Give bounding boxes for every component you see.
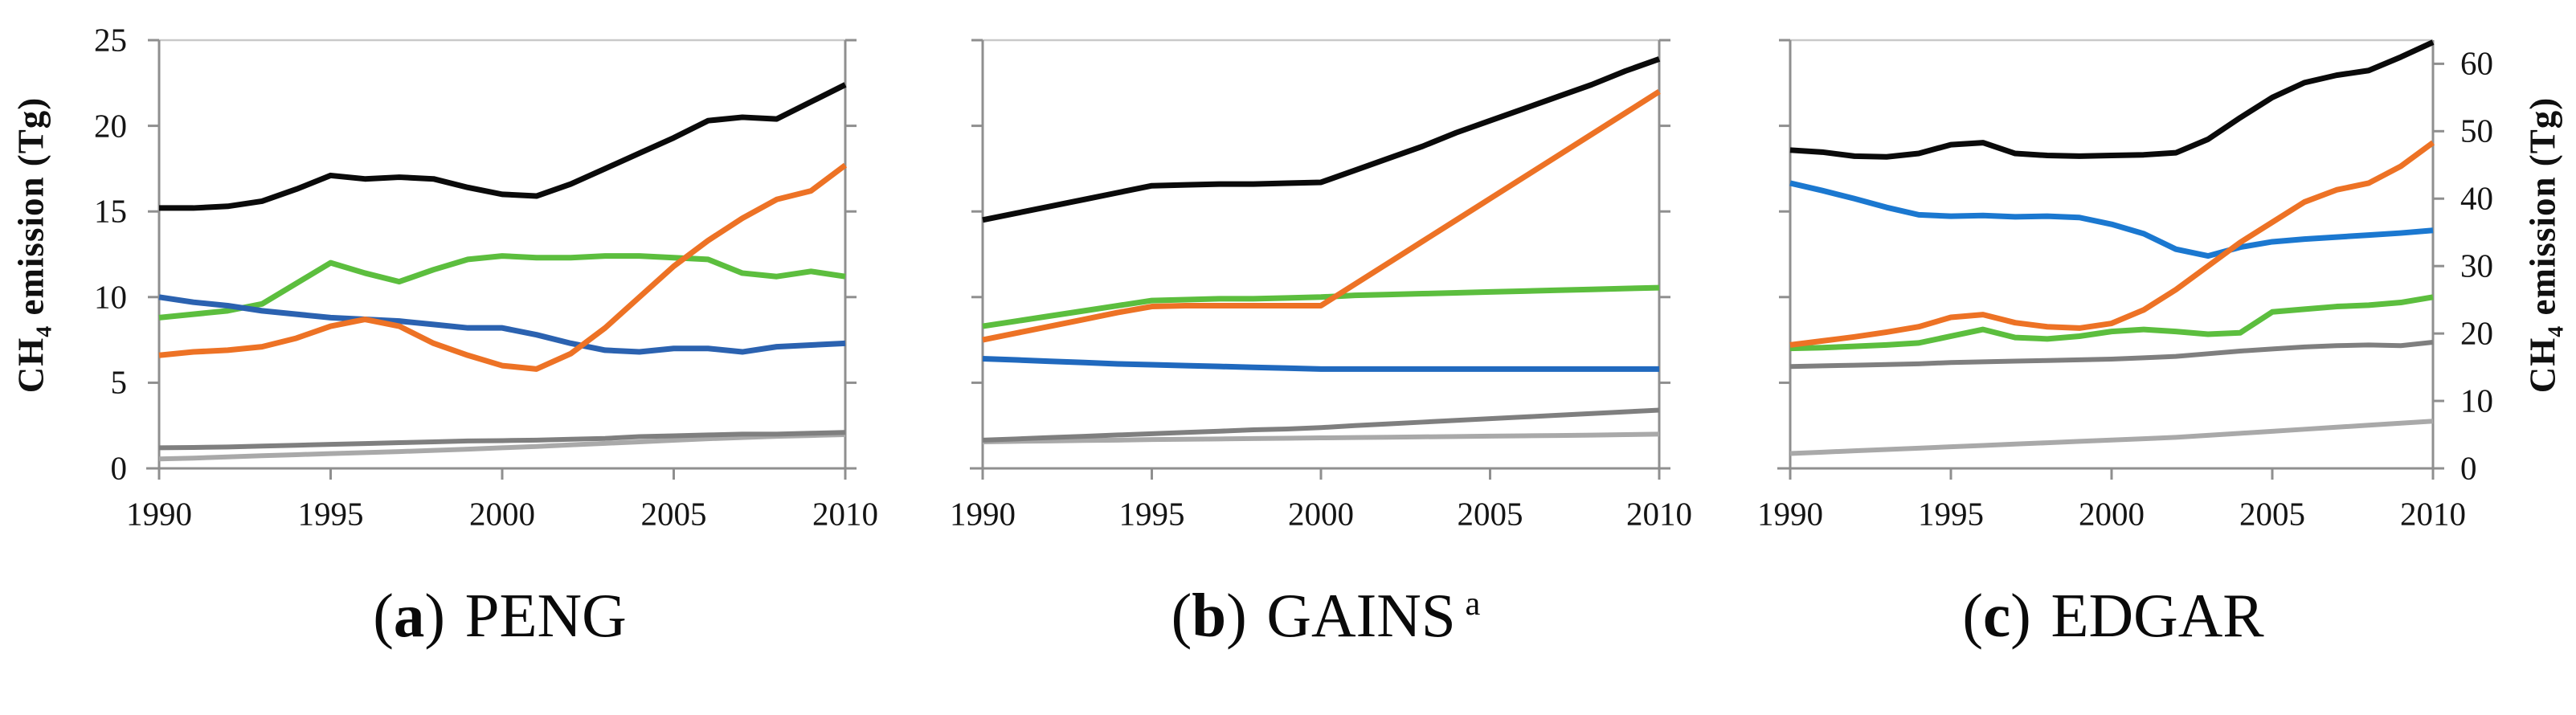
peng-series-gray-light [158,432,846,462]
gains-x-tick-label-2010: 2010 [1626,495,1692,533]
edgar-y-tick-label-40: 40 [2460,179,2493,217]
y-axis-title-right-unit: emission (Tg) [2522,96,2563,325]
caption-c-paren-close: ) [2010,581,2031,650]
edgar-series-orange [1789,140,2435,348]
peng-y-tick-label-0: 0 [110,449,128,487]
gains-series-black [982,56,1661,223]
y-axis-title-right-text: CH [2522,337,2563,394]
peng-x-tick-label-2005: 2005 [640,495,707,533]
caption-b-paren-open: ( [1171,581,1192,650]
caption-b-label: GAINS [1266,581,1456,650]
edgar-x-tick-label-2010: 2010 [2400,495,2466,533]
edgar-y-tick-label-50: 50 [2460,112,2493,149]
edgar-y-tick-label-60: 60 [2460,44,2493,82]
caption-c-paren-open: ( [1962,581,1983,650]
caption-b-paren-close: ) [1226,581,1247,650]
gains-series-gray-dark [982,407,1660,443]
edgar-series-black [1789,39,2435,160]
caption-panel-c: (c) EDGAR [1962,580,2263,652]
peng-x-tick-label-2010: 2010 [812,495,878,533]
caption-c-letter: c [1982,581,2011,650]
y-axis-title-left-subscript: 4 [31,325,57,337]
y-axis-title-left-text: CH [10,337,51,394]
gains-series-orange [982,89,1661,343]
gains-x-tick-label-1995: 1995 [1118,495,1185,533]
caption-a-paren-close: ) [424,581,446,650]
gains-series-blue [982,356,1659,372]
peng-x-tick-label-1990: 1990 [126,495,192,533]
edgar-series-blue [1789,180,2434,259]
caption-c-label: EDGAR [2051,581,2264,650]
edgar-x-tick-label-2000: 2000 [2079,495,2145,533]
caption-panel-b: (b) GAINS a [1171,580,1481,652]
peng-x-tick-label-1995: 1995 [297,495,364,533]
edgar-y-tick-label-10: 10 [2460,382,2493,419]
edgar-series-green [1789,294,2434,352]
peng-y-tick-label-15: 15 [94,192,127,230]
caption-panel-a: (a) PENG [373,580,627,652]
caption-b-superscript: a [1465,585,1481,623]
y-axis-title-right-subscript: 4 [2543,325,2569,337]
gains-x-tick-label-2000: 2000 [1288,495,1354,533]
peng-x-tick-label-2000: 2000 [469,495,535,533]
caption-b-letter: b [1192,581,1227,650]
caption-a-paren-open: ( [373,581,394,650]
edgar-x-tick-label-1995: 1995 [1918,495,1984,533]
peng-series-orange [158,162,848,372]
gains-series-green [982,284,1660,329]
peng-y-tick-label-20: 20 [94,107,127,145]
caption-a-label: PENG [464,581,627,650]
peng-y-tick-label-10: 10 [94,278,127,316]
edgar-y-tick-label-20: 20 [2460,314,2493,352]
peng-series-blue [158,294,846,355]
edgar-series-gray-light [1789,419,2434,456]
gains-series-gray-light [982,431,1660,444]
y-axis-title-left: CH4 emission (Tg) [10,97,58,393]
peng-series-gray-dark [158,430,846,451]
peng-y-tick-label-25: 25 [94,21,127,59]
gains-x-tick-label-1990: 1990 [950,495,1016,533]
peng-series-black [159,82,847,211]
y-axis-title-right: CH4 emission (Tg) [2522,97,2570,393]
edgar-series-gray-dark [1789,340,2434,370]
edgar-x-tick-label-1990: 1990 [1757,495,1823,533]
edgar-y-tick-label-30: 30 [2460,247,2493,284]
edgar-y-tick-label-0: 0 [2460,449,2477,487]
peng-y-tick-label-5: 5 [110,363,128,401]
peng-series-green [158,253,846,321]
y-axis-title-left-unit: emission (Tg) [10,96,51,325]
caption-a-letter: a [393,581,425,650]
gains-x-tick-label-2005: 2005 [1457,495,1523,533]
edgar-x-tick-label-2005: 2005 [2239,495,2305,533]
